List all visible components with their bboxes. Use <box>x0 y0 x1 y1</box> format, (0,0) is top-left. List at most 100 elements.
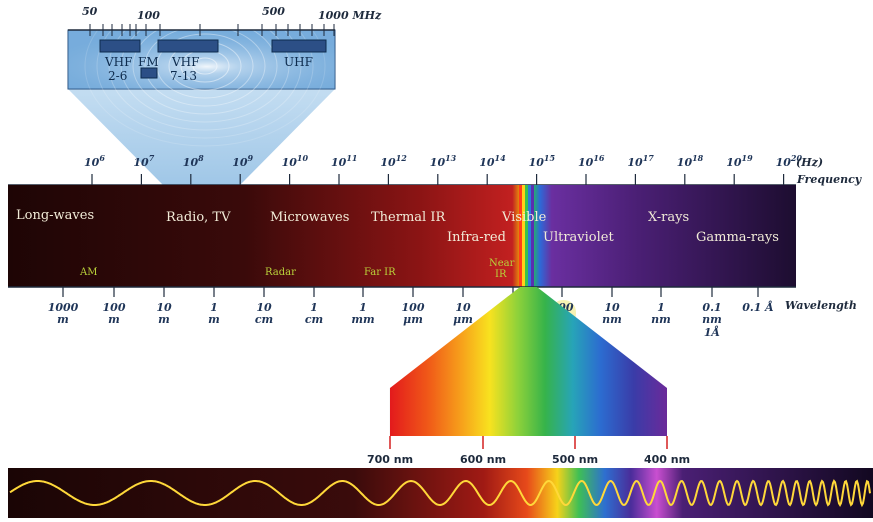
wavelength-tick-value: 1 <box>310 301 318 314</box>
wavelength-tick-unit: m <box>57 313 69 326</box>
visible-tick-label: 600 nm <box>460 453 506 466</box>
wavelength-tick-value: 1000 <box>48 301 79 314</box>
uhf-bar <box>271 39 327 53</box>
wavelength-tick-unit: cm <box>255 313 273 326</box>
ripple-ring <box>132 17 278 115</box>
frequency-tick-label: 1015 <box>529 153 556 169</box>
frequency-tick-label: 1011 <box>331 153 357 169</box>
vhf-low-sub: 2-6 <box>108 69 127 83</box>
wavelength-tick-value: 100 <box>402 301 425 314</box>
visible-strip-yellow <box>522 185 525 287</box>
top-tick-100: 100 <box>137 9 160 22</box>
wave-strip-bg <box>8 468 873 518</box>
frequency-ticks: 106 107 108 109 1010 1011 1012 1013 1014 1015 1016… <box>84 153 802 185</box>
frequency-unit-hz: (Hz) <box>796 156 823 169</box>
wavelength-tick-value: 1 <box>210 301 218 314</box>
ripple-ring <box>144 25 266 107</box>
frequency-axis: 106 107 108 109 1010 1011 1012 1013 1014 1015 1016… <box>8 153 863 186</box>
wavelength-tick-unit: m <box>108 313 120 326</box>
wavelength-tick-unit: μm <box>403 313 423 326</box>
visible-strip-blue <box>528 185 531 287</box>
region-radio-tv: Radio, TV <box>166 210 231 225</box>
fm-bar <box>140 67 158 79</box>
visible-funnel <box>390 287 667 388</box>
wavelength-tick-unit: cm <box>305 313 323 326</box>
ripple-ring <box>120 9 290 123</box>
spectrum-band: Long-waves Radio, TV Microwaves Thermal … <box>8 185 796 287</box>
frequency-tick-label: 1019 <box>726 153 753 169</box>
region-long-waves: Long-waves <box>16 208 94 223</box>
visible-tick-label: 500 nm <box>552 453 598 466</box>
frequency-tick-label: 109 <box>232 153 253 169</box>
ripple-ring <box>84 0 326 147</box>
ripple-ring <box>108 1 302 131</box>
wavelength-tick-unit: nm <box>602 313 622 326</box>
subregion-radar: Radar <box>265 267 296 278</box>
frequency-tick-label: 1017 <box>627 153 654 169</box>
frequency-tick-label: 108 <box>183 153 204 169</box>
top-tick-500: 500 <box>262 5 285 18</box>
visible-spectrum-bar <box>390 388 667 436</box>
wavelength-ticks: 1000m100m10m1m10cm1cm1mm100μm10μm1μm100n… <box>48 287 774 339</box>
wavelength-tick-value: 1 <box>359 301 367 314</box>
spectrum-band-fill <box>8 185 796 287</box>
visible-tick-label: 700 nm <box>367 453 413 466</box>
frequency-tick-label: 1016 <box>578 153 605 169</box>
wavelength-tick-value: 10 <box>256 301 272 314</box>
wavelength-tick-value: 100 <box>103 301 126 314</box>
frequency-tick-label: 1012 <box>380 153 407 169</box>
frequency-tick-label: 1014 <box>479 153 506 169</box>
frequency-tick-label: 1013 <box>430 153 457 169</box>
wavelength-tick-value: 10 <box>604 301 620 314</box>
wavelength-tick-value: 10 <box>455 301 471 314</box>
region-microwaves: Microwaves <box>270 210 349 225</box>
ripple-ring <box>156 33 254 99</box>
vhf-high-sub: 7-13 <box>170 69 197 83</box>
visible-strip-violet <box>531 185 534 287</box>
ripple-ring <box>192 57 218 75</box>
visible-tick-label: 400 nm <box>644 453 690 466</box>
top-tick-50: 50 <box>82 5 98 18</box>
wavelength-tick-value: 1 <box>657 301 665 314</box>
wavelength-tick-unit: m <box>208 313 220 326</box>
subregion-ir: IR <box>495 269 507 280</box>
uhf-label: UHF <box>284 55 313 69</box>
wave-strip <box>8 468 873 518</box>
visible-strip-red <box>519 185 522 287</box>
top-tick-1000-mhz: 1000 MHz <box>318 9 382 22</box>
radio-zoom-panel: 50 100 500 1000 MHz VHF 2-6 FM VHF 7-13 … <box>67 0 382 185</box>
sine-wave <box>9 479 871 508</box>
zoom-funnel-top <box>68 89 335 185</box>
frequency-axis-label: Frequency <box>796 173 863 186</box>
visible-ticks: 700 nm 600 nm 500 nm 400 nm <box>367 436 690 466</box>
wavelength-axis: 1000m100m10m1m10cm1cm1mm100μm10μm1μm100n… <box>8 286 857 339</box>
vhf-low-bar <box>99 39 141 53</box>
vhf-high-label: VHF <box>171 55 199 69</box>
frequency-tick-label: 106 <box>84 153 105 169</box>
fm-label: FM <box>138 55 159 69</box>
region-infra-red: Infra-red <box>447 230 506 245</box>
wavelength-tick-value: 0.1 Å <box>742 300 774 314</box>
top-scale-ticks <box>89 24 335 36</box>
region-visible: Visible <box>501 210 547 225</box>
wavelength-tick-unit: nm <box>651 313 671 326</box>
region-thermal-ir: Thermal IR <box>371 210 446 225</box>
frequency-tick-label: 1018 <box>677 153 704 169</box>
frequency-tick-label: 1020 <box>776 153 803 169</box>
wavelength-tick-extra: 1Å <box>704 325 720 339</box>
visible-strip-green <box>525 185 528 287</box>
ripple-ring <box>96 0 314 139</box>
subregion-am: AM <box>79 267 97 278</box>
wavelength-tick-unit: nm <box>702 313 722 326</box>
wavelength-tick-value: 0.1 <box>702 301 721 314</box>
region-ultraviolet: Ultraviolet <box>543 230 614 245</box>
wavelength-axis-label: Wavelength <box>785 299 857 312</box>
vhf-low-label: VHF <box>104 55 132 69</box>
subregion-far-ir: Far IR <box>364 267 396 278</box>
vhf-high-bar <box>157 39 219 53</box>
subregion-near: Near <box>489 258 515 269</box>
wavelength-tick-unit: m <box>158 313 170 326</box>
region-x-rays: X-rays <box>648 210 689 225</box>
visible-zoom-panel: 700 nm 600 nm 500 nm 400 nm <box>367 287 690 466</box>
